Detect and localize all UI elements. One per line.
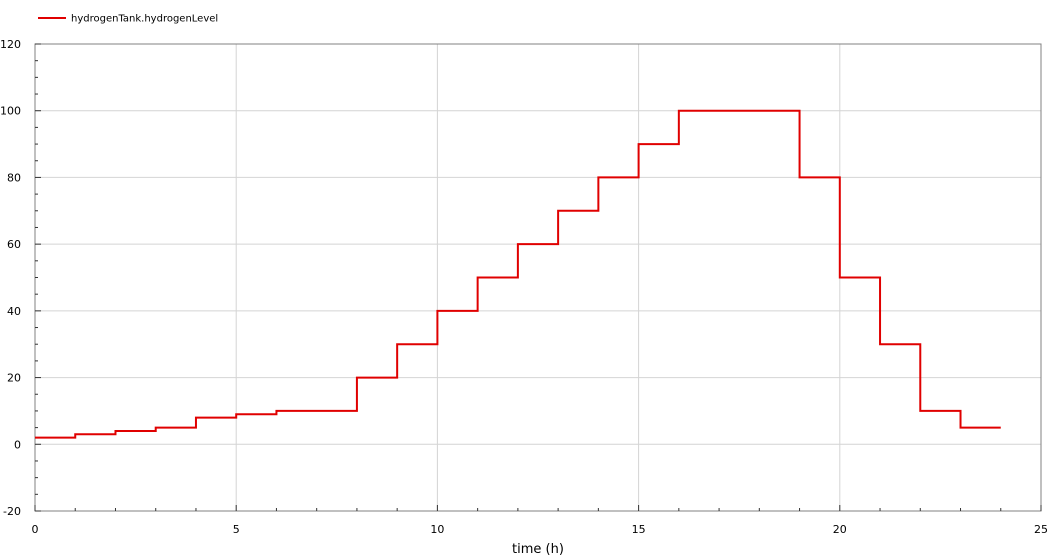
y-tick-label: 100 <box>0 105 21 118</box>
x-tick-label: 25 <box>1034 523 1047 536</box>
y-tick-label: 0 <box>14 438 21 451</box>
x-tick-label: 10 <box>430 523 444 536</box>
y-tick-label: 80 <box>7 171 21 184</box>
y-tick-label: 60 <box>7 238 21 251</box>
x-tick-label: 15 <box>632 523 646 536</box>
grid-lines <box>35 44 1041 511</box>
y-tick-label: -20 <box>3 505 21 518</box>
legend: hydrogenTank.hydrogenLevel <box>38 14 218 25</box>
legend-label: hydrogenTank.hydrogenLevel <box>71 14 218 25</box>
x-tick-label: 0 <box>32 523 39 536</box>
axes: -20 0 20 40 60 80 100 120 0 5 10 15 20 25 <box>0 38 1047 536</box>
y-tick-label: 120 <box>0 38 21 51</box>
x-tick-label: 5 <box>233 523 240 536</box>
series-layer <box>35 109 1001 439</box>
y-tick-label: 40 <box>7 305 21 318</box>
x-tick-label: 20 <box>833 523 847 536</box>
plot-frame <box>34 43 1042 512</box>
y-tick-label: 20 <box>7 372 21 385</box>
x-axis-title: time (h) <box>512 542 564 556</box>
series-line <box>35 109 1001 439</box>
